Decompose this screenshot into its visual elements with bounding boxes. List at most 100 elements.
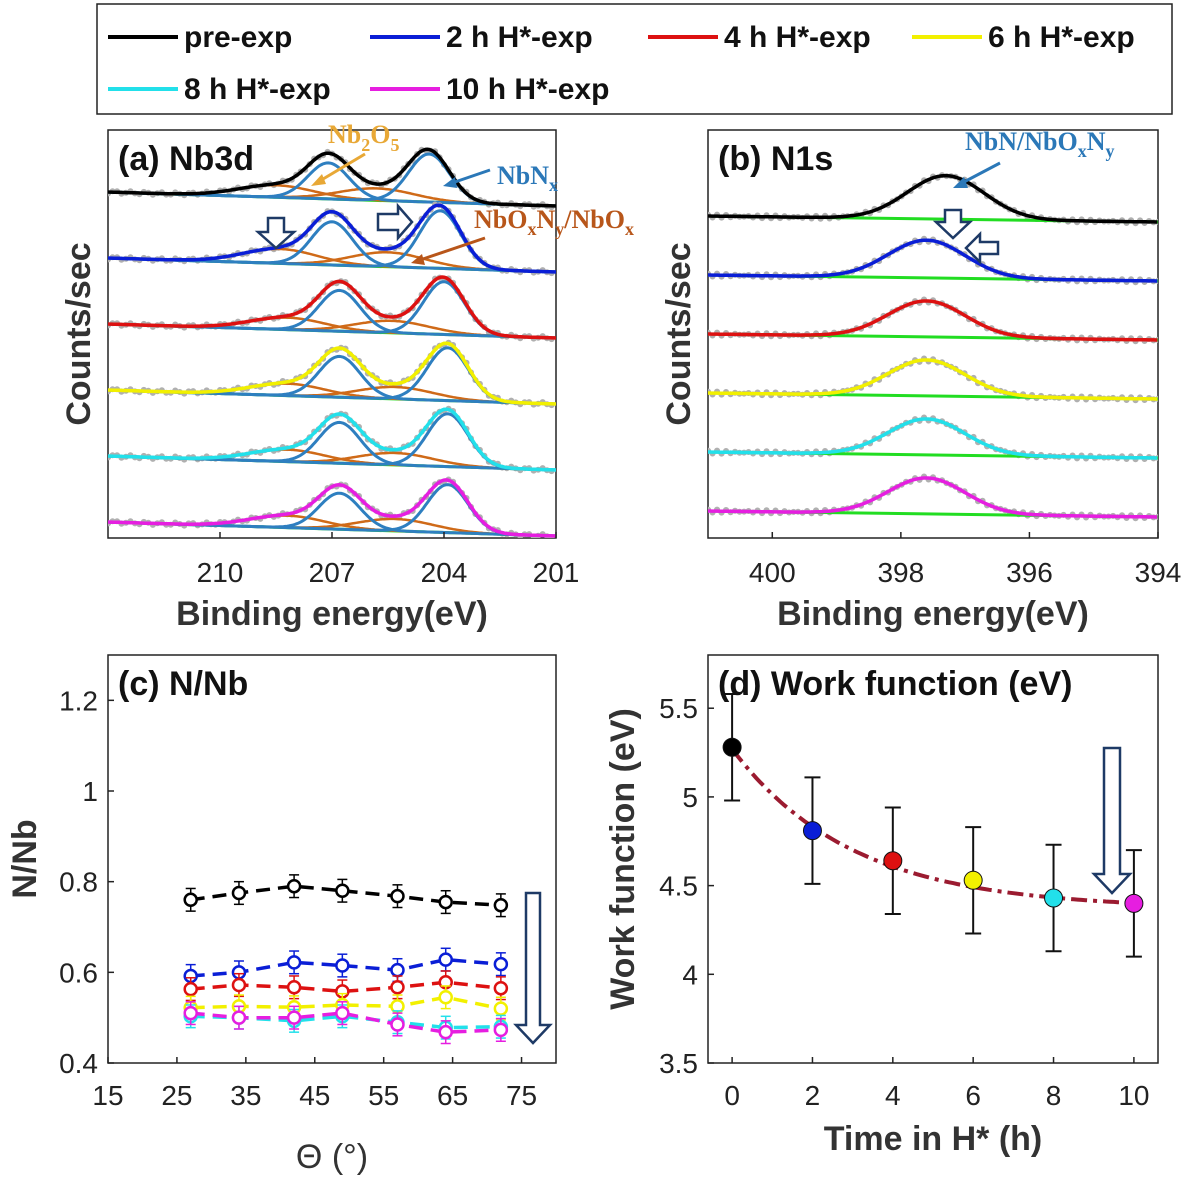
x-tick-label: 75 bbox=[506, 1080, 537, 1111]
data-point-8h bbox=[1044, 888, 1064, 908]
x-tick-label: 0 bbox=[724, 1080, 740, 1111]
data-point-6h bbox=[493, 1001, 509, 1016]
data-point-10h bbox=[1124, 893, 1144, 913]
annotation-nbn-arrow bbox=[961, 161, 1001, 185]
data-point-4h bbox=[493, 980, 509, 996]
data-point-pre bbox=[493, 897, 509, 913]
x-tick-label: 55 bbox=[368, 1080, 399, 1111]
data-point-4h bbox=[183, 981, 198, 997]
annotation-nbnx-arrowhead bbox=[443, 177, 457, 188]
panel-b-ylabel: Counts/sec bbox=[660, 242, 698, 425]
legend-box bbox=[96, 3, 1173, 115]
panel-c-ticks: 15 25 35 45 55 65 75 0.4 0.6 0.8 1 1.2 bbox=[59, 685, 537, 1111]
x-tick-label: 4 bbox=[885, 1080, 901, 1111]
panel-a-title: (a) Nb3d bbox=[118, 140, 254, 178]
envelope-4h bbox=[108, 275, 556, 340]
data-point-10h bbox=[183, 1005, 198, 1021]
annotation-nbn-label: NbN/NbOxNy bbox=[965, 127, 1114, 161]
data-point-10h bbox=[231, 1010, 247, 1025]
x-tick-label: 25 bbox=[161, 1080, 192, 1111]
data-point-pre bbox=[183, 892, 198, 908]
panel-c-title: (c) N/Nb bbox=[118, 665, 248, 703]
panel-b-plot bbox=[708, 172, 1158, 522]
x-tick-label: 8 bbox=[1046, 1080, 1062, 1111]
x-tick-label: 204 bbox=[421, 557, 468, 588]
y-tick-label: 5 bbox=[682, 782, 698, 813]
panel-c: 15 25 35 45 55 65 75 0.4 0.6 0.8 1 1.2 (c) N/Nb Θ (… bbox=[6, 654, 557, 1176]
x-tick-label: 6 bbox=[965, 1080, 981, 1111]
data-point-4h bbox=[231, 977, 247, 993]
data-point-6h bbox=[963, 870, 983, 890]
panel-d-plot bbox=[722, 693, 1144, 958]
y-tick-label: 0.8 bbox=[59, 867, 98, 898]
x-tick-label: 207 bbox=[309, 557, 356, 588]
x-tick-label: 2 bbox=[805, 1080, 821, 1111]
panel-b-xticks: 400 398 396 394 bbox=[749, 532, 1181, 588]
envelope-6h bbox=[108, 341, 556, 406]
right-arrow-icon bbox=[376, 202, 414, 242]
x-tick-label: 210 bbox=[197, 557, 244, 588]
x-tick-label: 400 bbox=[749, 557, 796, 588]
envelope-10h bbox=[708, 476, 1158, 519]
x-tick-label: 35 bbox=[230, 1080, 261, 1111]
x-tick-label: 15 bbox=[92, 1080, 123, 1111]
annotation-nb2o5-label: Nb2O5 bbox=[328, 120, 399, 155]
annotation-nb2o5-arrow bbox=[317, 152, 366, 184]
x-tick-label: 396 bbox=[1006, 557, 1053, 588]
data-point-10h bbox=[438, 1024, 453, 1040]
data-point-10h bbox=[390, 1017, 405, 1032]
x-tick-label: 398 bbox=[877, 557, 924, 588]
panel-d-ylabel: Work function (eV) bbox=[604, 708, 642, 1010]
annotation-nb2o5-arrowhead bbox=[311, 174, 326, 186]
panel-c-ylabel: N/Nb bbox=[6, 819, 44, 898]
data-point-2h bbox=[390, 962, 405, 978]
annotation-nboxny-arrow bbox=[419, 236, 486, 262]
legend-label-pre: pre-exp bbox=[184, 21, 292, 54]
data-point-2h bbox=[493, 956, 509, 972]
panel-a-shift-arrows bbox=[254, 202, 414, 250]
panel-c-plot bbox=[183, 874, 509, 1045]
data-point-10h bbox=[335, 1005, 350, 1021]
panel-c-frame bbox=[107, 654, 557, 1064]
envelope-pre bbox=[108, 147, 556, 208]
x-tick-label: 394 bbox=[1135, 557, 1182, 588]
y-tick-label: 3.5 bbox=[659, 1048, 698, 1079]
panel-d-title: (d) Work function (eV) bbox=[718, 665, 1072, 703]
y-tick-label: 4.5 bbox=[659, 871, 698, 902]
y-tick-label: 1 bbox=[82, 776, 98, 807]
y-tick-label: 5.5 bbox=[659, 693, 698, 724]
panel-d: 0 2 4 6 8 10 3.5 4 4.5 5 5.5 (d) Work function (eV… bbox=[604, 654, 1159, 1158]
panel-a-plot bbox=[108, 146, 556, 538]
panel-d-frame bbox=[707, 654, 1159, 1064]
data-point-6h bbox=[438, 990, 453, 1005]
y-tick-label: 0.6 bbox=[59, 957, 98, 988]
legend-label-10h: 10 h H*-exp bbox=[446, 73, 609, 106]
envelope-2h bbox=[108, 203, 556, 274]
panel-a-ylabel: Counts/sec bbox=[60, 242, 98, 425]
y-tick-label: 1.2 bbox=[59, 685, 98, 716]
envelope-8h bbox=[708, 417, 1158, 460]
panel-d-xlabel: Time in H* (h) bbox=[824, 1120, 1043, 1158]
data-point-2h bbox=[335, 958, 350, 973]
panel-b-xlabel: Binding energy(eV) bbox=[777, 595, 1089, 633]
annotation-nbnx: NbNx bbox=[443, 161, 558, 195]
data-point-pre bbox=[231, 885, 247, 901]
envelope-8h bbox=[108, 407, 556, 472]
data-point-2h bbox=[286, 955, 302, 970]
panel-b: 400 398 396 394 (b) N1s Binding energy(eV) … bbox=[660, 127, 1181, 633]
envelope-pre bbox=[708, 173, 1158, 224]
data-point-pre bbox=[335, 883, 350, 898]
data-point-pre bbox=[438, 894, 453, 910]
data-point-10h bbox=[286, 1010, 302, 1025]
down-arrow-icon bbox=[932, 208, 974, 240]
data-point-pre bbox=[286, 878, 302, 894]
x-tick-label: 65 bbox=[437, 1080, 468, 1111]
decrease-arrow-icon bbox=[513, 891, 553, 1045]
data-point-4h bbox=[390, 980, 405, 995]
legend-label-6h: 6 h H*-exp bbox=[988, 21, 1135, 54]
panel-d-ticks: 0 2 4 6 8 10 3.5 4 4.5 5 5.5 bbox=[659, 693, 1149, 1111]
down-arrow-icon bbox=[254, 216, 298, 250]
data-point-10h bbox=[493, 1022, 509, 1038]
x-tick-label: 10 bbox=[1118, 1080, 1149, 1111]
